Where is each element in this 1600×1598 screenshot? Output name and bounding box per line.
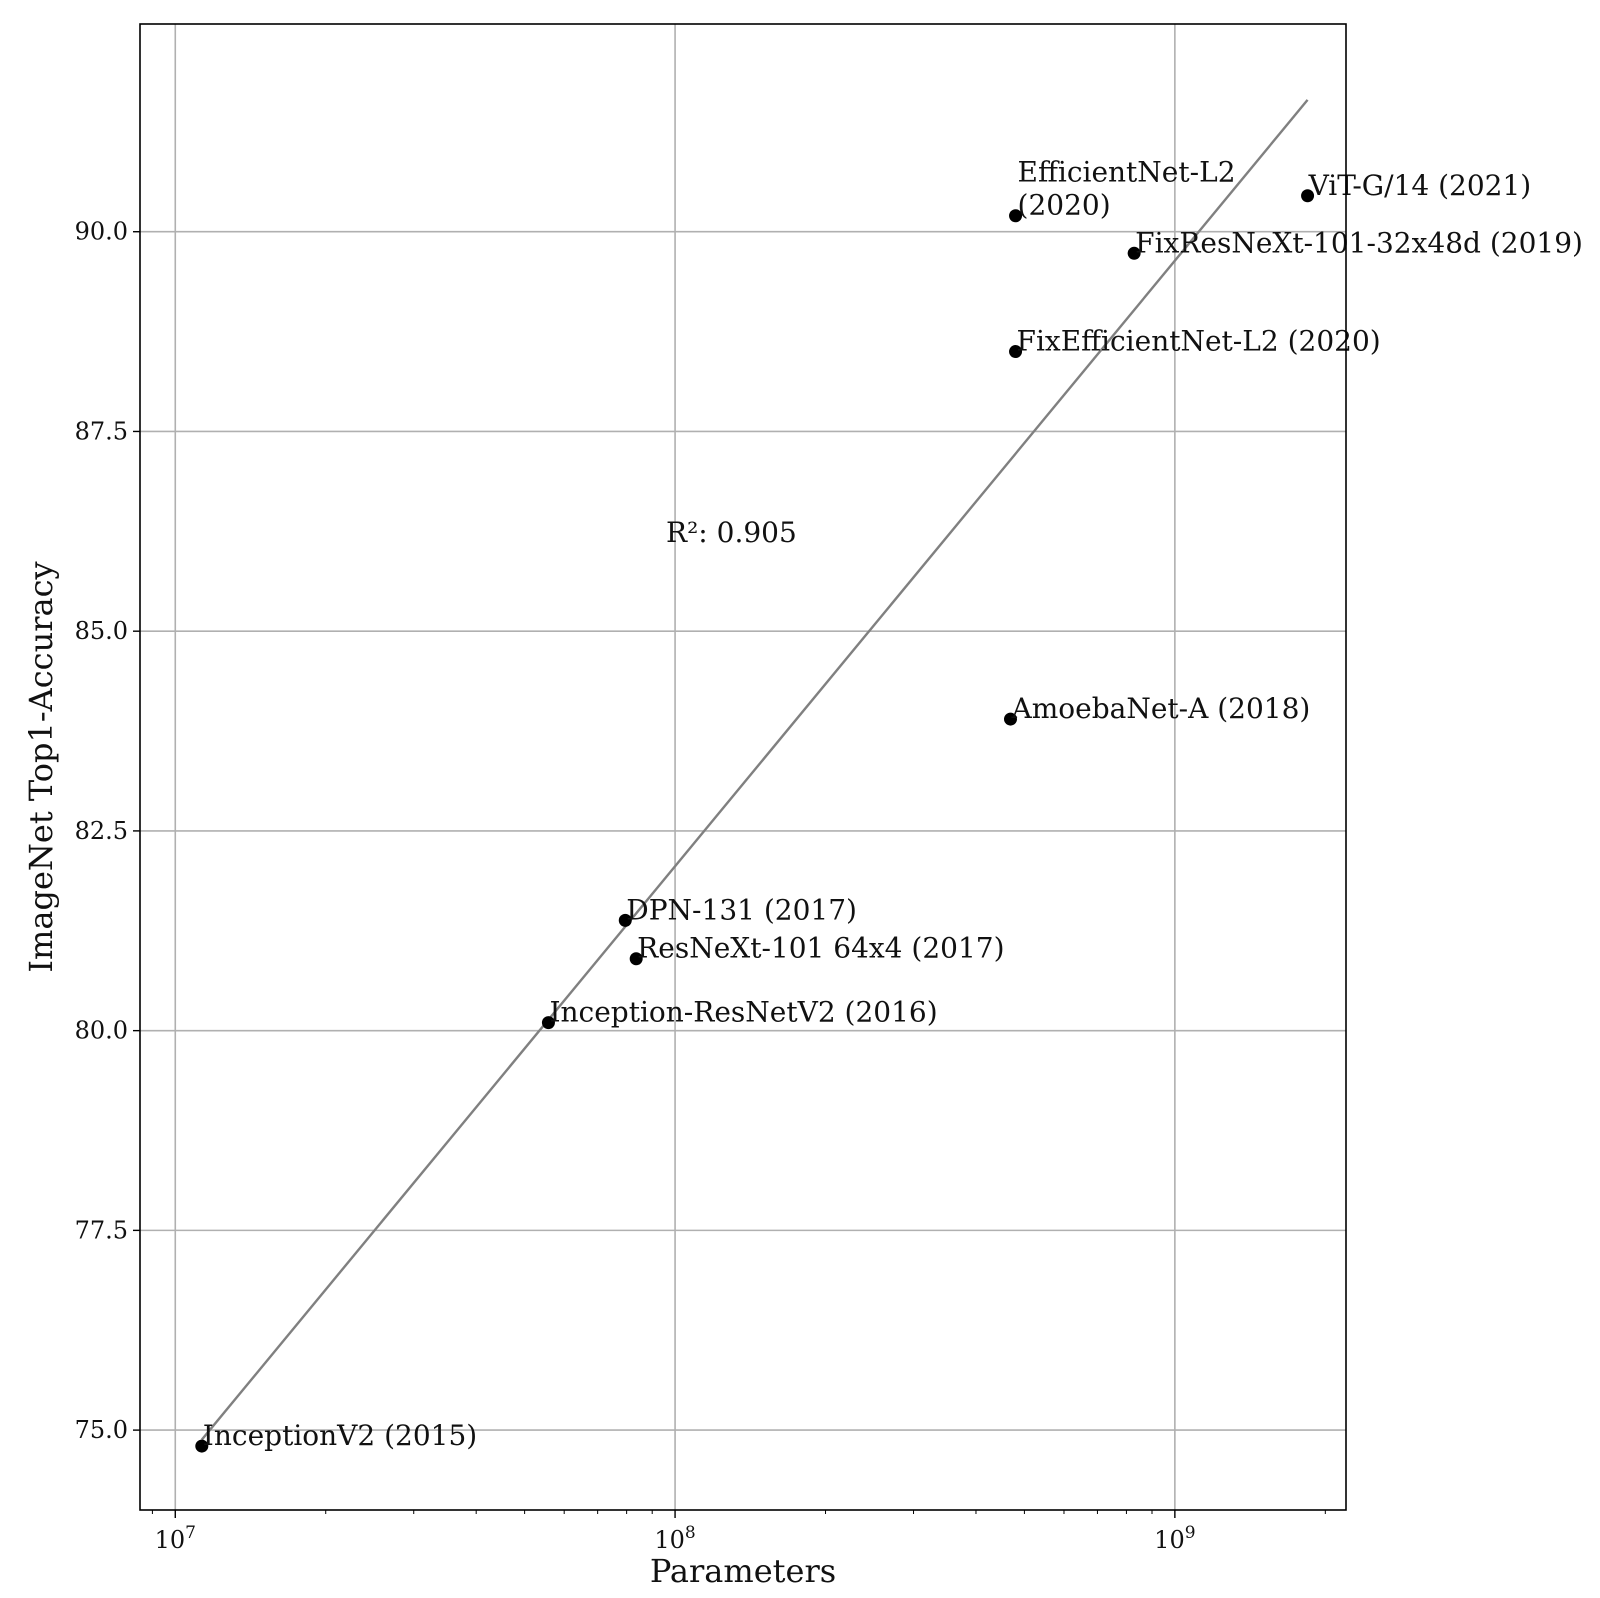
data-point [195, 1439, 209, 1453]
r-squared-annotation: R²: 0.905 [666, 516, 797, 549]
y-tick-label: 85.0 [75, 617, 128, 645]
data-point [1301, 189, 1315, 203]
point-label-layer: InceptionV2 (2015) Inception-ResNetV2 (20… [203, 156, 1583, 1452]
data-point [1009, 345, 1023, 359]
x-tick-label: 108 [654, 1523, 695, 1554]
point-label: AmoebaNet-A (2018) [1011, 692, 1311, 725]
y-tick-label: 90.0 [75, 218, 128, 246]
tick-label-layer: 75.0 77.5 80.0 82.5 85.0 87.5 90.0 107 108 109 [75, 218, 1196, 1554]
point-label: Inception-ResNetV2 (2016) [549, 996, 937, 1029]
x-tick-label: 109 [1154, 1523, 1195, 1554]
y-axis-title: ImageNet Top1-Accuracy [22, 561, 60, 972]
point-label: DPN-131 (2017) [626, 893, 857, 926]
point-label: (2020) [1018, 189, 1111, 222]
grid-layer [140, 24, 1346, 1510]
point-label: InceptionV2 (2015) [203, 1419, 477, 1452]
data-point [1004, 712, 1018, 726]
data-point [629, 952, 643, 966]
data-point-layer [195, 189, 1315, 1453]
y-tick-label: 87.5 [75, 417, 128, 445]
data-point [541, 1016, 555, 1030]
point-label: FixEfficientNet-L2 (2020) [1017, 325, 1381, 358]
point-label: EfficientNet-L2 [1018, 156, 1236, 189]
data-point [618, 913, 632, 927]
data-point [1127, 246, 1141, 260]
plot-frame [139, 23, 1347, 1511]
point-label: ResNeXt-101 64x4 (2017) [637, 932, 1004, 965]
point-label: FixResNeXt-101-32x48d (2019) [1135, 226, 1583, 259]
point-label: ViT-G/14 (2021) [1308, 169, 1532, 202]
regression-line [200, 99, 1309, 1441]
y-tick-label: 82.5 [75, 817, 128, 845]
data-point [1009, 209, 1023, 223]
x-tick-label: 107 [155, 1523, 196, 1554]
fit-line-layer [200, 99, 1309, 1441]
y-tick-label: 77.5 [75, 1216, 128, 1244]
y-tick-label: 80.0 [75, 1017, 128, 1045]
y-tick-label: 75.0 [75, 1416, 128, 1444]
x-axis-title: Parameters [650, 1552, 836, 1590]
